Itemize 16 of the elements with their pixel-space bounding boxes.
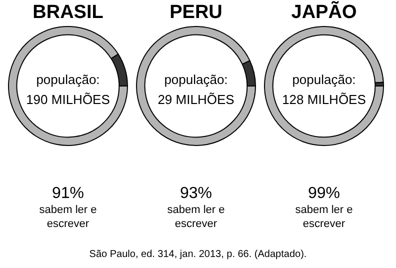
text: 128 MILHÕES — [281, 91, 367, 109]
data-label: 93% — [178, 185, 214, 203]
chart-title: JAPÃO — [290, 2, 358, 24]
text: sabem ler e escrever — [294, 203, 354, 231]
text: 29 MILHÕES — [156, 91, 236, 109]
text: 190 MILHÕES — [25, 91, 111, 109]
chart-title: PERU — [168, 2, 224, 24]
text: população: — [163, 71, 229, 89]
text: São Paulo, ed. 314, jan. 2013, p. 66. (Adaptado). — [88, 249, 308, 260]
data-label: 91% — [50, 185, 86, 203]
text: população: — [35, 71, 101, 89]
data-label: 99% — [306, 185, 342, 203]
text: sabem ler e escrever — [38, 203, 98, 231]
text: população: — [291, 71, 357, 89]
chart-title: BRASIL — [32, 2, 104, 24]
text: sabem ler e escrever — [166, 203, 226, 231]
